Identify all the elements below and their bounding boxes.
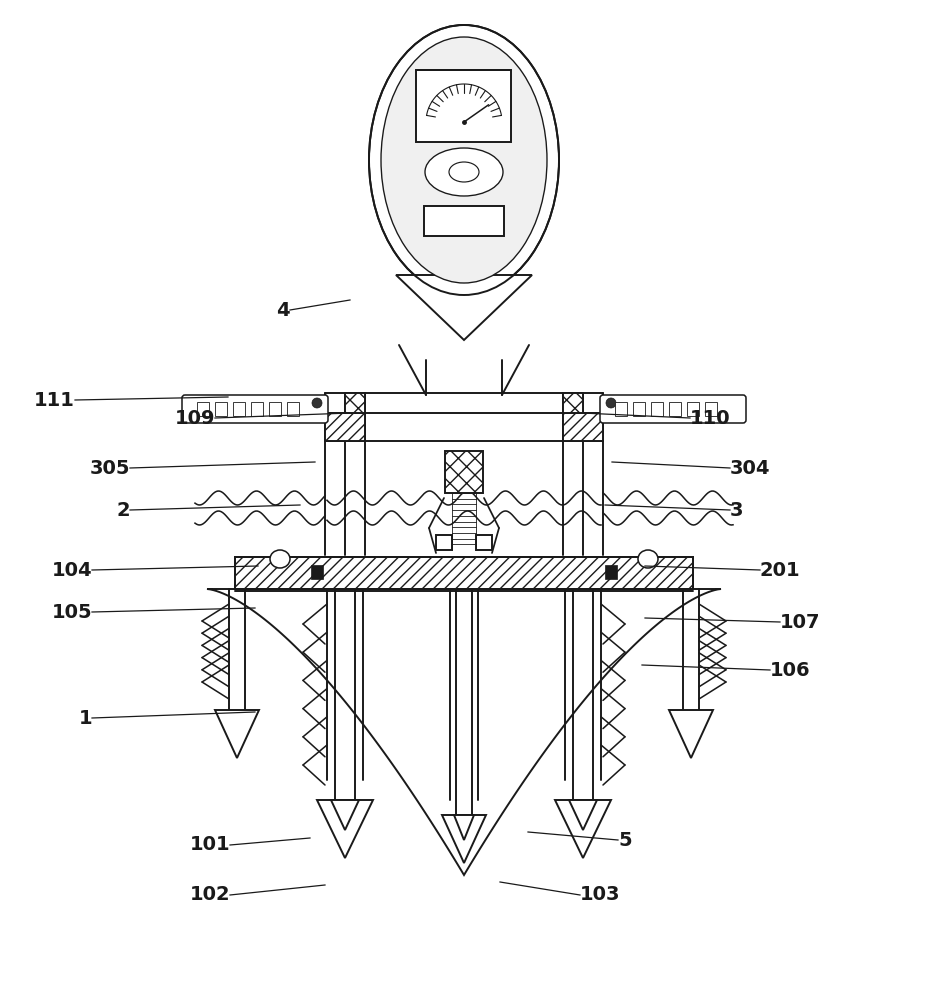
- Polygon shape: [396, 275, 531, 340]
- Bar: [416, 70, 511, 142]
- Text: 104: 104: [51, 560, 92, 580]
- Bar: [436, 535, 451, 550]
- Bar: [686, 402, 698, 416]
- Bar: [235, 557, 692, 589]
- Text: 107: 107: [780, 612, 819, 632]
- Bar: [311, 565, 323, 579]
- Bar: [286, 402, 298, 416]
- Polygon shape: [331, 800, 359, 830]
- Polygon shape: [317, 800, 373, 858]
- Bar: [250, 402, 262, 416]
- Text: 305: 305: [89, 458, 130, 478]
- Bar: [563, 393, 582, 413]
- Bar: [563, 413, 603, 441]
- Bar: [424, 206, 503, 236]
- Text: 5: 5: [617, 830, 631, 850]
- FancyBboxPatch shape: [600, 395, 745, 423]
- Text: 201: 201: [759, 560, 800, 580]
- Text: 111: 111: [34, 390, 75, 410]
- Bar: [345, 393, 364, 413]
- Ellipse shape: [381, 37, 546, 283]
- Text: 3: 3: [730, 500, 743, 520]
- Text: 101: 101: [189, 836, 230, 854]
- Ellipse shape: [638, 550, 657, 568]
- Text: 109: 109: [174, 408, 215, 428]
- Polygon shape: [441, 815, 486, 863]
- Bar: [324, 413, 364, 441]
- Ellipse shape: [270, 550, 289, 568]
- Bar: [445, 451, 482, 493]
- Text: 2: 2: [116, 500, 130, 520]
- Ellipse shape: [605, 398, 616, 408]
- Text: 102: 102: [189, 886, 230, 904]
- Bar: [215, 402, 227, 416]
- Ellipse shape: [449, 162, 478, 182]
- Bar: [632, 402, 644, 416]
- Text: 103: 103: [579, 886, 620, 904]
- Bar: [651, 402, 662, 416]
- Bar: [476, 535, 491, 550]
- Text: 1: 1: [78, 708, 92, 728]
- Bar: [197, 402, 209, 416]
- Text: 106: 106: [769, 660, 810, 680]
- Ellipse shape: [311, 398, 322, 408]
- Bar: [604, 565, 616, 579]
- Polygon shape: [554, 800, 610, 858]
- Bar: [235, 557, 692, 589]
- FancyBboxPatch shape: [182, 395, 327, 423]
- Text: 105: 105: [51, 602, 92, 621]
- Bar: [668, 402, 680, 416]
- Bar: [233, 402, 245, 416]
- Text: 304: 304: [730, 458, 769, 478]
- Polygon shape: [668, 710, 712, 758]
- Ellipse shape: [425, 148, 502, 196]
- Bar: [269, 402, 281, 416]
- Polygon shape: [207, 589, 720, 875]
- Text: 110: 110: [690, 408, 730, 428]
- Bar: [705, 402, 717, 416]
- Text: 4: 4: [276, 300, 289, 320]
- Polygon shape: [453, 815, 474, 840]
- Ellipse shape: [369, 25, 558, 295]
- Polygon shape: [215, 710, 259, 758]
- Bar: [615, 402, 627, 416]
- Polygon shape: [568, 800, 596, 830]
